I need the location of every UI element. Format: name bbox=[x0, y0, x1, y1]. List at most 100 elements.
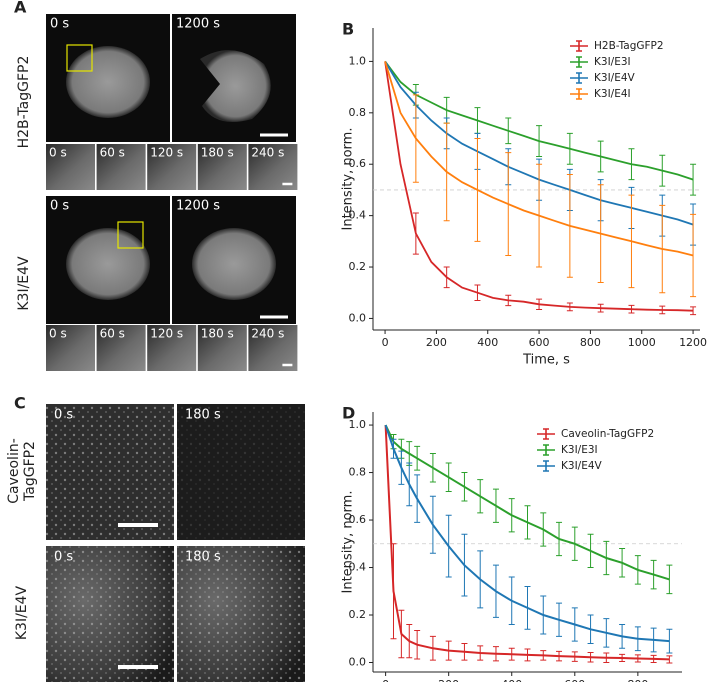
error-bar bbox=[477, 479, 484, 514]
error-bar bbox=[690, 306, 697, 316]
error-bar bbox=[566, 132, 573, 165]
time-label: 120 s bbox=[150, 146, 183, 160]
micrograph bbox=[147, 144, 197, 190]
time-label: 1200 s bbox=[176, 17, 220, 32]
x-tick-label: 800 bbox=[627, 678, 648, 682]
error-bar bbox=[540, 650, 547, 661]
time-label: 0 s bbox=[49, 327, 67, 341]
panel-label: C bbox=[14, 394, 26, 413]
error-bar bbox=[505, 152, 512, 256]
error-bar bbox=[524, 505, 531, 540]
error-bar bbox=[628, 148, 635, 181]
error-bar bbox=[406, 462, 413, 507]
error-bar bbox=[650, 627, 657, 653]
time-label: 60 s bbox=[100, 146, 125, 160]
error-bar bbox=[666, 564, 673, 595]
error-bar bbox=[556, 521, 563, 557]
error-bar bbox=[429, 635, 436, 661]
legend-label: K3I/E3I bbox=[594, 56, 631, 68]
error-bar bbox=[474, 138, 481, 242]
error-bar bbox=[445, 462, 452, 493]
roi-box bbox=[117, 221, 144, 249]
error-bar bbox=[524, 586, 531, 630]
micrograph bbox=[96, 144, 146, 190]
error-bar bbox=[414, 474, 421, 523]
error-bar bbox=[508, 498, 515, 533]
error-bar bbox=[414, 445, 421, 471]
time-label: 0 s bbox=[50, 17, 69, 32]
x-tick-label: 400 bbox=[477, 336, 498, 349]
error-bar bbox=[666, 655, 673, 664]
error-bar bbox=[474, 284, 481, 301]
error-bar bbox=[650, 559, 657, 590]
error-bar bbox=[619, 653, 626, 663]
y-tick-label: 0.0 bbox=[349, 311, 367, 324]
error-bar bbox=[634, 654, 641, 663]
x-axis-label: Time, s bbox=[522, 353, 570, 368]
error-bar bbox=[556, 602, 563, 637]
error-bar bbox=[414, 629, 421, 660]
time-label: 0 s bbox=[54, 408, 73, 423]
puncta bbox=[177, 404, 305, 540]
error-bar bbox=[619, 548, 626, 578]
x-tick-label: 800 bbox=[580, 336, 601, 349]
error-bar bbox=[536, 125, 543, 158]
error-bar bbox=[412, 94, 419, 183]
error-bar bbox=[603, 652, 610, 664]
time-label: 120 s bbox=[150, 327, 183, 341]
error-bar bbox=[461, 643, 468, 661]
error-bar bbox=[659, 154, 666, 187]
nucleus bbox=[66, 46, 150, 118]
error-bar bbox=[505, 294, 512, 307]
error-bar bbox=[540, 595, 547, 635]
y-tick-label: 0.4 bbox=[349, 561, 367, 574]
error-bar bbox=[406, 441, 413, 466]
error-bar bbox=[398, 450, 405, 485]
error-bar bbox=[477, 645, 484, 661]
error-bar bbox=[508, 576, 515, 626]
error-bar bbox=[587, 533, 594, 569]
legend-label: K3I/E4I bbox=[594, 88, 631, 100]
error-bar bbox=[505, 117, 512, 145]
error-bar bbox=[587, 652, 594, 663]
legend-label: Caveolin-TagGFP2 bbox=[561, 428, 654, 440]
error-bar bbox=[406, 624, 413, 659]
error-bar bbox=[429, 453, 436, 483]
time-label: 180 s bbox=[185, 408, 221, 423]
legend-label: K3I/E4V bbox=[594, 72, 636, 84]
time-label: 1200 s bbox=[176, 199, 220, 214]
error-bar bbox=[628, 304, 635, 314]
error-bar bbox=[659, 204, 666, 294]
panel-label: A bbox=[14, 0, 27, 17]
time-label: 180 s bbox=[185, 550, 221, 565]
time-label: 0 s bbox=[54, 550, 73, 565]
legend-symbol bbox=[537, 444, 555, 456]
y-tick-label: 0.2 bbox=[349, 608, 367, 621]
error-bar bbox=[492, 646, 499, 662]
error-bar bbox=[477, 550, 484, 609]
error-bar bbox=[634, 555, 641, 585]
micrograph bbox=[197, 144, 247, 190]
row-label: H2B-TagGFP2 bbox=[16, 56, 32, 149]
error-bar bbox=[390, 438, 397, 459]
error-bar bbox=[540, 512, 547, 547]
error-bar bbox=[445, 514, 452, 578]
legend-symbol bbox=[570, 88, 588, 100]
nucleus bbox=[192, 228, 276, 300]
y-tick-label: 1.0 bbox=[349, 54, 367, 67]
micrograph bbox=[96, 325, 146, 371]
error-bar bbox=[603, 540, 610, 576]
x-tick-label: 0 bbox=[382, 678, 389, 682]
x-tick-label: 1200 bbox=[679, 336, 707, 349]
error-bar bbox=[536, 298, 543, 310]
error-bar bbox=[412, 212, 419, 255]
puncta bbox=[177, 546, 305, 682]
error-bar bbox=[571, 526, 578, 561]
error-bar bbox=[603, 618, 610, 648]
panel-label: B bbox=[342, 20, 354, 39]
x-tick-label: 600 bbox=[564, 678, 585, 682]
nucleus bbox=[66, 228, 150, 300]
micrograph bbox=[248, 325, 298, 371]
